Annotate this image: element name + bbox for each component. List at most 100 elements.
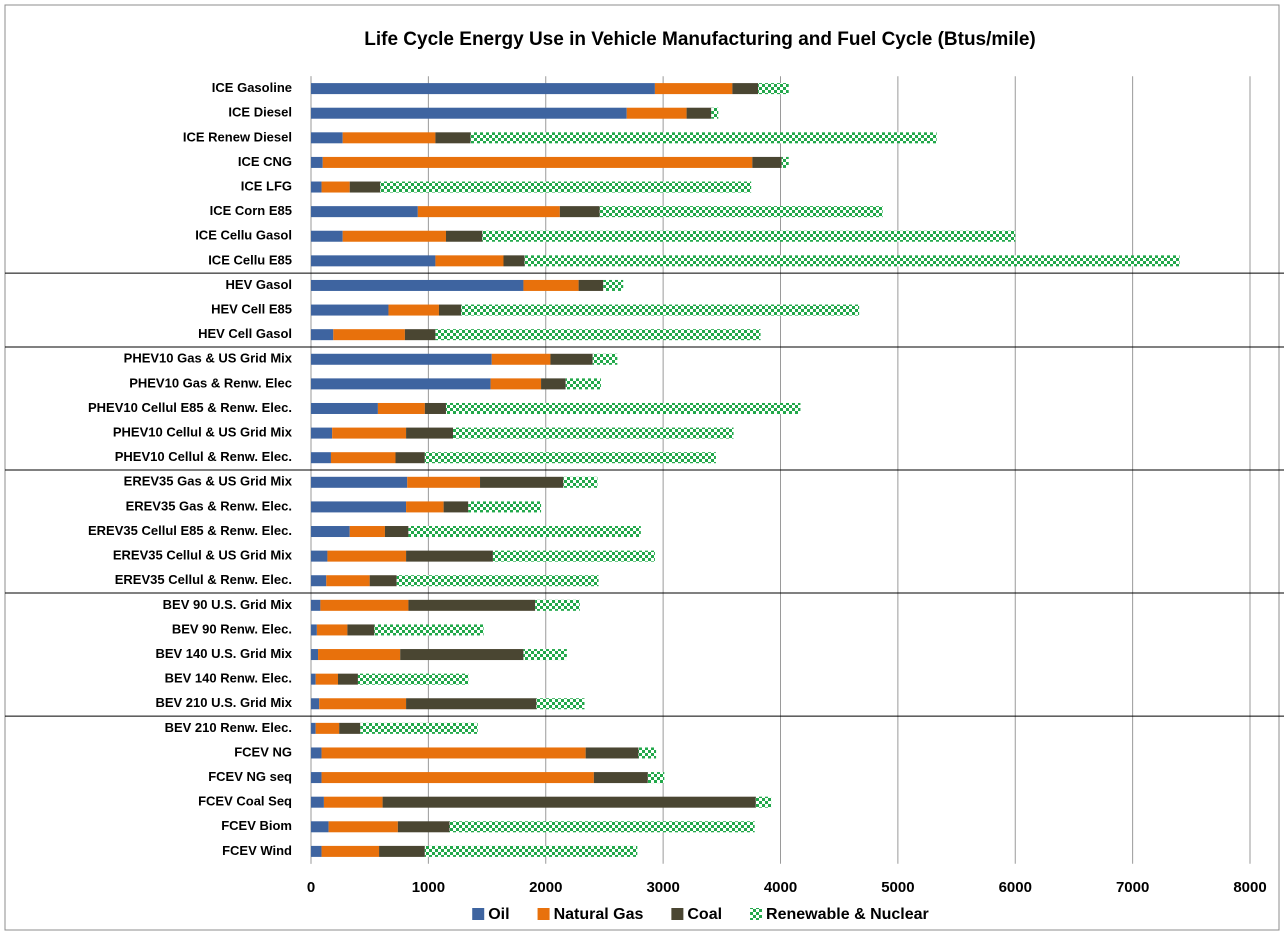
legend-label: Coal	[687, 906, 722, 923]
bar-segment	[563, 476, 598, 488]
bar-segment	[311, 796, 324, 808]
x-tick-label: 2000	[529, 879, 562, 896]
bar-segment	[578, 279, 604, 291]
bar-segment	[360, 722, 478, 734]
x-tick-label: 5000	[881, 879, 914, 896]
y-tick-label: BEV 210 U.S. Grid Mix	[155, 695, 292, 710]
bar-segment	[323, 796, 383, 808]
y-tick-label: ICE Cellu Gasol	[195, 228, 292, 243]
bar-segment	[347, 624, 375, 636]
bar-segment	[541, 378, 566, 390]
bar-segment	[315, 673, 338, 685]
bar-segment	[758, 83, 789, 95]
bar-segment	[593, 772, 648, 784]
bar-segment	[311, 402, 378, 414]
x-tick-label: 4000	[764, 879, 797, 896]
bar-segment	[315, 722, 340, 734]
bar-segment	[781, 156, 789, 168]
bar-segment	[311, 378, 491, 390]
bar-segment	[524, 255, 1180, 267]
bar-segment	[503, 255, 525, 267]
y-tick-label: EREV35 Cellul & Renw. Elec.	[115, 572, 292, 587]
bar-segment	[332, 427, 407, 439]
bar-segment	[435, 255, 504, 267]
bar-segment	[311, 353, 492, 365]
y-tick-label: PHEV10 Cellul E85 & Renw. Elec.	[88, 400, 292, 415]
bar-segment	[424, 845, 638, 857]
legend-label: Oil	[488, 906, 509, 923]
bar-segment	[311, 821, 329, 833]
bar-segment	[647, 772, 665, 784]
bar-segment	[311, 279, 524, 291]
y-tick-label: ICE LFG	[241, 178, 292, 193]
bar-segment	[337, 673, 358, 685]
bar-segment	[435, 329, 761, 341]
bar-segment	[320, 599, 409, 611]
bar-segment	[470, 132, 937, 144]
legend-label: Natural Gas	[554, 906, 644, 923]
y-tick-label: ICE Renew Diesel	[183, 129, 292, 144]
bar-segment	[406, 501, 444, 513]
y-tick-label: HEV Cell E85	[211, 301, 292, 316]
bar-segment	[638, 747, 657, 759]
bar-segment	[686, 107, 712, 119]
y-tick-label: FCEV Wind	[222, 843, 292, 858]
bar-segment	[357, 673, 469, 685]
bar-segment	[388, 304, 439, 316]
bar-segment	[321, 845, 380, 857]
bar-segment	[535, 599, 580, 611]
bar-segment	[445, 402, 801, 414]
bar-segment	[311, 575, 327, 587]
bar-segment	[384, 526, 409, 538]
bar-segment	[311, 206, 418, 218]
y-tick-label: FCEV Coal Seq	[198, 794, 292, 809]
bar-segment	[711, 107, 719, 119]
bar-segment	[311, 107, 627, 119]
bar-segment	[406, 427, 454, 439]
x-tick-label: 8000	[1233, 879, 1266, 896]
bar-segment	[330, 452, 396, 464]
bar-segment	[482, 230, 1016, 242]
bar-segment	[311, 845, 322, 857]
legend-swatch	[537, 908, 550, 920]
bar-segment	[342, 230, 446, 242]
bar-segment	[379, 845, 425, 857]
bar-segment	[311, 673, 316, 685]
bar-segment	[321, 747, 586, 759]
bar-segment	[369, 575, 397, 587]
x-tick-label: 7000	[1116, 879, 1149, 896]
y-tick-label: FCEV Biom	[221, 818, 292, 833]
bar-segment	[395, 452, 425, 464]
bar-segment	[349, 526, 385, 538]
bar-segment	[311, 132, 343, 144]
bar-segment	[374, 624, 484, 636]
y-tick-label: BEV 140 Renw. Elec.	[165, 671, 292, 686]
bar-segment	[435, 132, 471, 144]
legend-label: Renewable & Nuclear	[766, 906, 929, 923]
bar-segment	[755, 796, 772, 808]
legend-swatch	[472, 908, 485, 920]
bar-segment	[523, 649, 567, 661]
bar-segment	[408, 526, 641, 538]
bar-segment	[438, 304, 462, 316]
bar-segment	[480, 476, 564, 488]
bar-segment	[311, 304, 389, 316]
bar-segment	[453, 427, 734, 439]
y-tick-label: EREV35 Gas & US Grid Mix	[124, 474, 293, 489]
bar-segment	[377, 402, 425, 414]
y-tick-label: ICE Corn E85	[210, 203, 292, 218]
bar-segment	[342, 132, 436, 144]
bar-segment	[407, 476, 481, 488]
bar-segment	[311, 772, 322, 784]
bar-segment	[654, 83, 733, 95]
y-tick-label: BEV 90 Renw. Elec.	[172, 621, 292, 636]
y-tick-label: ICE Diesel	[228, 105, 292, 120]
bar-segment	[321, 772, 594, 784]
bar-segment	[311, 624, 317, 636]
y-tick-label: FCEV NG	[234, 744, 292, 759]
y-tick-label: PHEV10 Cellul & US Grid Mix	[113, 425, 293, 440]
bar-segment	[732, 83, 759, 95]
chart-title: Life Cycle Energy Use in Vehicle Manufac…	[364, 29, 1036, 50]
bar-segment	[523, 279, 579, 291]
